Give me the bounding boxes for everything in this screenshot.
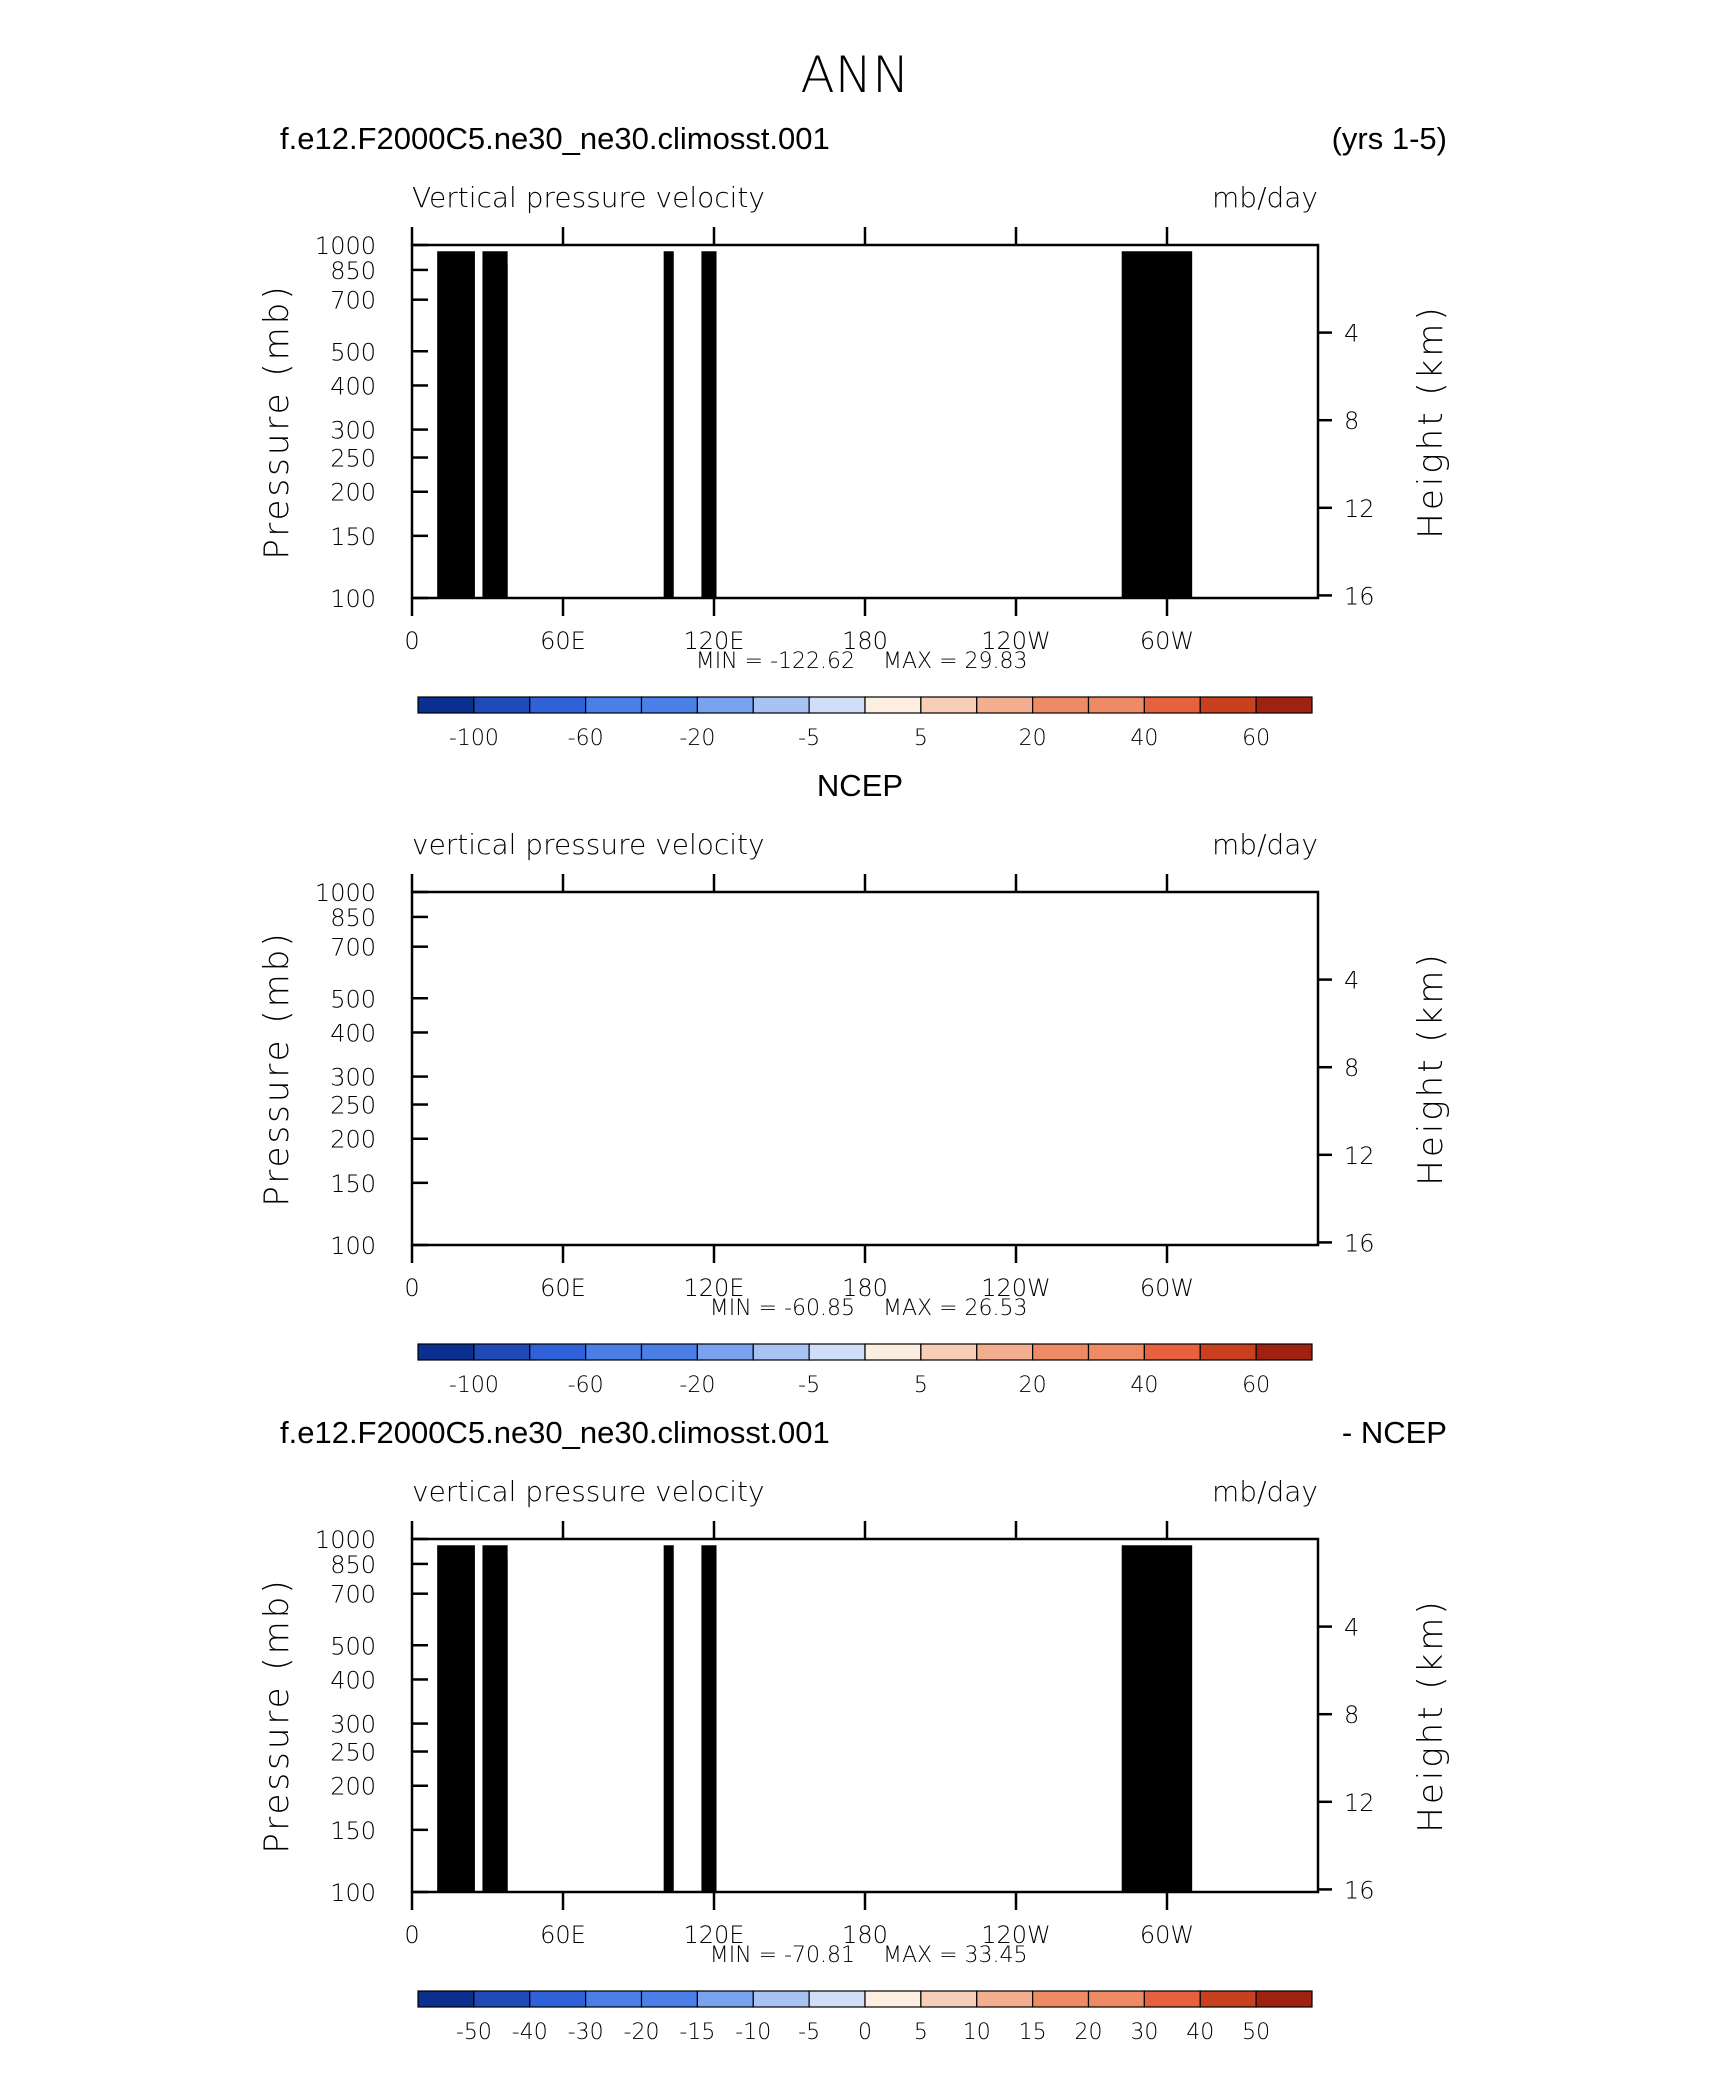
variable-label: Vertical pressure velocity bbox=[412, 181, 765, 214]
units-label: mb/day bbox=[1212, 181, 1318, 214]
panel-title-right: (yrs 1-5) bbox=[1332, 121, 1447, 156]
panel-title-left: f.e12.F2000C5.ne30_ne30.climosst.001 bbox=[280, 121, 830, 156]
figure-title: ANN bbox=[800, 46, 909, 104]
panel-model: f.e12.F2000C5.ne30_ne30.climosst.001 (yrs… bbox=[257, 121, 1451, 751]
